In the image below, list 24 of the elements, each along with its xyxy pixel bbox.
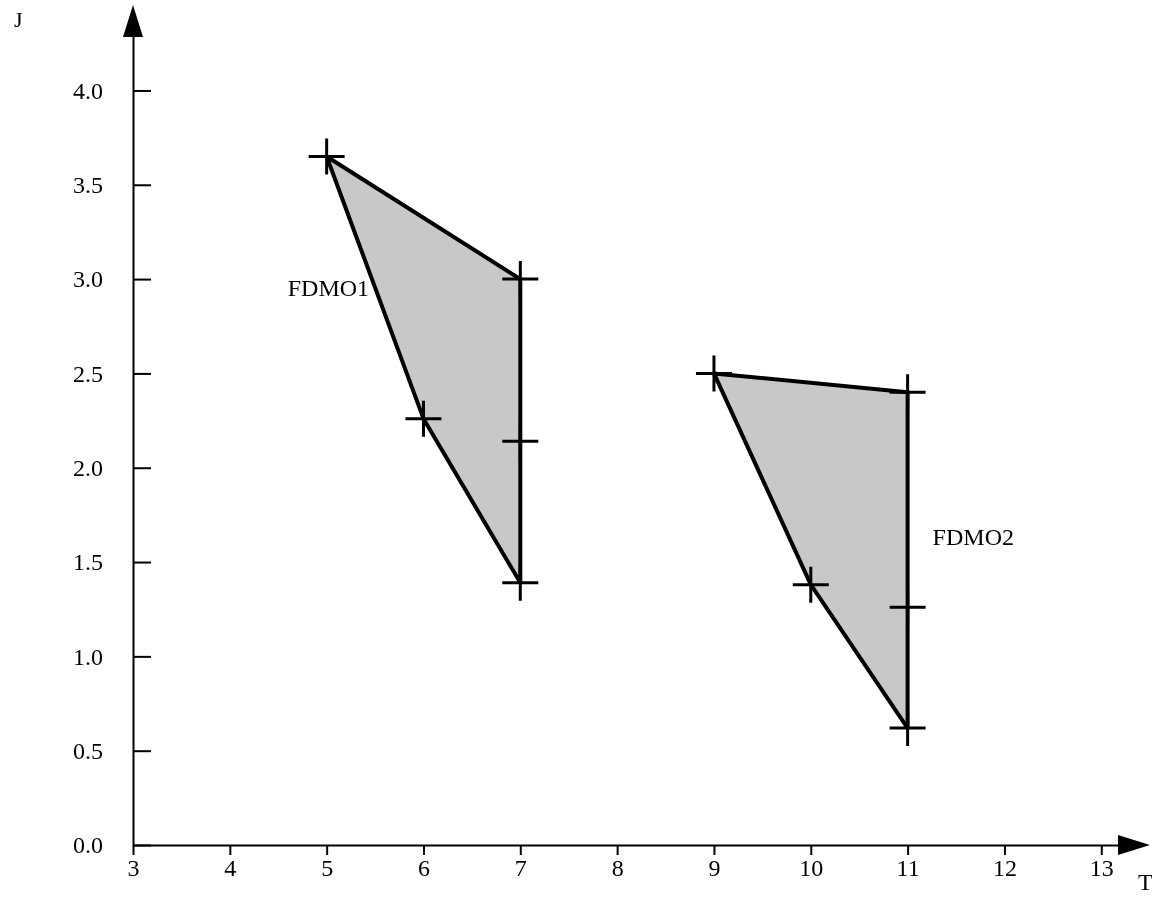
y-tick-label: 2.0 — [73, 454, 103, 481]
y-tick-label: 2.5 — [73, 360, 103, 387]
x-tick-label: 9 — [708, 855, 721, 882]
y-tick-label: 0.5 — [73, 737, 103, 764]
y-tick-label: 3.0 — [73, 266, 103, 293]
x-tick-label: 3 — [127, 855, 140, 882]
x-tick-label: 5 — [321, 855, 334, 882]
x-tick-label: 6 — [417, 855, 430, 882]
x-axis-title: T — [1138, 869, 1152, 895]
x-tick-label: 7 — [514, 855, 527, 882]
series-label: FDMO1 — [287, 274, 370, 301]
x-tick-label: 12 — [992, 855, 1017, 882]
y-tick-label: 1.0 — [73, 643, 103, 670]
x-tick-label: 4 — [224, 855, 237, 882]
y-tick-label: 0.0 — [73, 832, 103, 859]
x-tick-label: 11 — [896, 855, 920, 882]
x-tick-label: 13 — [1089, 855, 1114, 882]
y-axis-title: J — [14, 7, 23, 32]
y-tick-label: 1.5 — [73, 549, 103, 576]
y-tick-label: 3.5 — [73, 171, 103, 198]
y-tick-label: 4.0 — [73, 77, 103, 104]
x-tick-label: 10 — [799, 855, 824, 882]
x-tick-label: 8 — [611, 855, 624, 882]
series-label: FDMO2 — [932, 524, 1014, 551]
